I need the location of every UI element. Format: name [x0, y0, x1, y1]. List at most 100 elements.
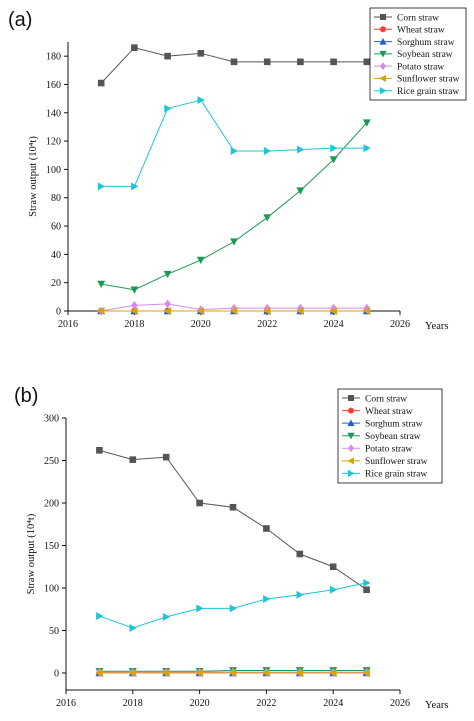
- y-tick-label: 120: [46, 137, 61, 148]
- data-point: [329, 585, 338, 594]
- data-point: [330, 144, 338, 153]
- legend-label: Rice grain straw: [397, 87, 459, 97]
- x-axis-title: Years: [425, 700, 448, 711]
- x-tick-label: 2016: [58, 319, 78, 330]
- data-point: [296, 550, 304, 558]
- legend-marker: [380, 26, 386, 33]
- x-tick-label: 2018: [124, 319, 144, 330]
- data-point: [263, 147, 272, 155]
- data-point: [97, 307, 105, 315]
- data-point: [196, 307, 205, 315]
- series-rice-grain-straw: [96, 578, 371, 632]
- data-point: [97, 79, 105, 87]
- data-point: [230, 238, 238, 246]
- x-tick-label: 2022: [257, 319, 277, 330]
- data-point: [196, 604, 204, 613]
- legend-marker: [379, 37, 387, 45]
- data-point: [130, 307, 138, 315]
- data-point: [363, 58, 371, 66]
- legend-label: Potato straw: [397, 62, 444, 72]
- data-point: [162, 453, 170, 461]
- data-point: [262, 669, 270, 677]
- legend-label: Sorghum straw: [365, 419, 423, 429]
- data-point: [131, 44, 138, 51]
- legend-label: Sorghum straw: [397, 38, 455, 48]
- y-tick-label: 140: [46, 108, 61, 119]
- data-point: [229, 503, 237, 511]
- legend-marker: [347, 432, 355, 440]
- series-line: [101, 99, 367, 187]
- data-point: [196, 256, 205, 264]
- panel-label: (b): [14, 385, 38, 407]
- legend: Corn straw Wheat straw Sorghum straw Soybea…: [337, 388, 443, 484]
- series-line: [100, 47, 367, 84]
- series-rice-grain-straw: [97, 96, 371, 191]
- legend-label: Potato straw: [365, 445, 412, 455]
- data-point: [131, 182, 139, 191]
- legend-marker: [380, 62, 386, 71]
- data-point: [130, 286, 139, 294]
- data-point: [162, 612, 171, 621]
- x-tick-label: 2024: [324, 319, 344, 330]
- data-point: [97, 182, 106, 191]
- data-point: [197, 96, 205, 105]
- series-corn-straw: [97, 44, 371, 87]
- data-point: [162, 669, 170, 677]
- data-point: [263, 307, 271, 315]
- panel-label: (a): [8, 9, 32, 31]
- series-soybean-straw: [97, 119, 371, 294]
- data-point: [230, 147, 238, 155]
- series-corn-straw: [96, 447, 370, 593]
- legend-marker: [379, 50, 387, 58]
- data-point: [229, 604, 237, 613]
- data-point: [329, 307, 337, 315]
- data-point: [296, 307, 304, 315]
- x-tick-label: 2020: [190, 698, 210, 709]
- y-axis-title: Straw output (10⁴t): [28, 136, 39, 217]
- legend-label: Sunflower straw: [365, 456, 428, 467]
- y-tick-label: 20: [51, 278, 61, 289]
- y-tick-label: 80: [51, 193, 61, 204]
- data-point: [196, 499, 203, 507]
- y-tick-label: 160: [46, 80, 61, 91]
- x-tick-label: 2018: [123, 698, 143, 709]
- y-tick-label: 250: [44, 456, 59, 467]
- y-tick-label: 60: [51, 222, 61, 233]
- data-point: [96, 612, 104, 621]
- legend-marker: [348, 395, 354, 401]
- x-axis-title: Years: [425, 321, 448, 332]
- legend-marker: [347, 457, 354, 465]
- data-point: [163, 307, 171, 315]
- y-tick-label: 50: [49, 626, 59, 637]
- data-point: [362, 307, 371, 315]
- legend-label: Corn straw: [397, 13, 439, 23]
- series-sunflower-straw: [97, 307, 371, 315]
- data-point: [96, 447, 103, 454]
- data-point: [296, 590, 304, 599]
- y-tick-label: 100: [44, 584, 59, 595]
- legend-marker: [379, 74, 386, 83]
- legend-label: Soybean straw: [365, 432, 421, 442]
- y-axis-title: Straw output (10⁴t): [26, 513, 37, 594]
- data-point: [129, 623, 137, 632]
- legend-label: Corn straw: [365, 394, 407, 404]
- data-point: [229, 669, 237, 677]
- data-point: [295, 669, 304, 677]
- data-point: [131, 301, 138, 310]
- data-point: [362, 119, 371, 127]
- y-tick-label: 0: [56, 307, 61, 318]
- y-tick-label: 180: [46, 52, 61, 63]
- legend-label: Soybean straw: [397, 50, 453, 60]
- data-point: [363, 144, 371, 153]
- data-point: [363, 586, 370, 593]
- data-point: [296, 187, 305, 195]
- y-tick-label: 40: [51, 250, 61, 261]
- legend-marker: [348, 469, 355, 478]
- series-sunflower-straw: [95, 669, 370, 677]
- data-point: [163, 270, 172, 279]
- data-point: [363, 578, 371, 587]
- legend-label: Sunflower straw: [397, 74, 460, 85]
- data-point: [164, 52, 171, 60]
- legend-marker: [380, 14, 386, 20]
